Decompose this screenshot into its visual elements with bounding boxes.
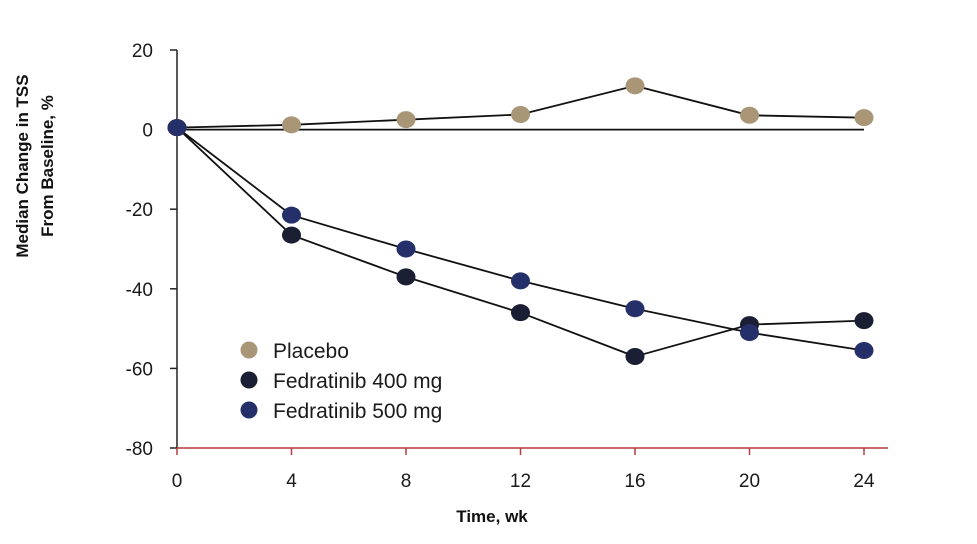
data-point-series-0 bbox=[740, 106, 759, 124]
y-tick-label: 20 bbox=[132, 41, 153, 62]
data-point-series-2 bbox=[740, 324, 759, 342]
data-point-series-2 bbox=[854, 341, 874, 359]
data-point-series-1 bbox=[282, 226, 301, 244]
legend-marker-placebo bbox=[240, 341, 258, 359]
y-tick-label: 0 bbox=[142, 121, 153, 142]
legend-marker-fedratinib-500 bbox=[240, 401, 258, 419]
x-tick-label: 4 bbox=[286, 471, 297, 492]
legend-label-fedratinib-400: Fedratinib 400 mg bbox=[273, 370, 442, 393]
data-point-series-1 bbox=[396, 268, 416, 286]
y-tick-label: -20 bbox=[126, 200, 153, 221]
data-point-series-2 bbox=[511, 272, 530, 290]
data-point-series-0 bbox=[625, 77, 645, 95]
data-point-series-1 bbox=[854, 312, 874, 330]
x-tick-label: 12 bbox=[510, 471, 531, 492]
data-point-series-2 bbox=[282, 206, 301, 224]
data-points bbox=[167, 77, 874, 365]
data-point-series-0 bbox=[396, 111, 416, 129]
x-tick-label: 0 bbox=[172, 471, 183, 492]
legend-label-fedratinib-500: Fedratinib 500 mg bbox=[273, 400, 442, 423]
y-tick-label: -80 bbox=[126, 439, 153, 460]
data-point-series-2 bbox=[625, 300, 645, 318]
data-point-series-2 bbox=[396, 240, 416, 258]
y-tick-label: -40 bbox=[126, 280, 153, 301]
data-point-series-2 bbox=[167, 119, 187, 137]
x-axis-title: Time, wk bbox=[456, 507, 528, 526]
x-tick-label: 24 bbox=[853, 471, 875, 492]
tick-labels: 20 0 -20 -40 -60 -80 0 4 8 12 16 20 24 bbox=[126, 41, 875, 492]
data-point-series-0 bbox=[511, 105, 530, 123]
data-point-series-0 bbox=[282, 116, 301, 134]
legend: Placebo Fedratinib 400 mg Fedratinib 500… bbox=[240, 340, 442, 423]
data-point-series-0 bbox=[854, 109, 874, 127]
y-axis-title-line-2: From Baseline, % bbox=[38, 95, 57, 237]
x-tick-label: 20 bbox=[739, 471, 760, 492]
x-tick-label: 8 bbox=[401, 471, 412, 492]
data-point-series-1 bbox=[511, 304, 530, 322]
legend-label-placebo: Placebo bbox=[273, 340, 349, 363]
y-tick-label: -60 bbox=[126, 359, 153, 380]
legend-marker-fedratinib-400 bbox=[240, 371, 258, 389]
data-point-series-1 bbox=[625, 347, 645, 365]
y-axis-title-line-1: Median Change in TSS bbox=[13, 74, 32, 257]
x-tick-label: 16 bbox=[624, 471, 645, 492]
series-line-1 bbox=[176, 126, 865, 358]
